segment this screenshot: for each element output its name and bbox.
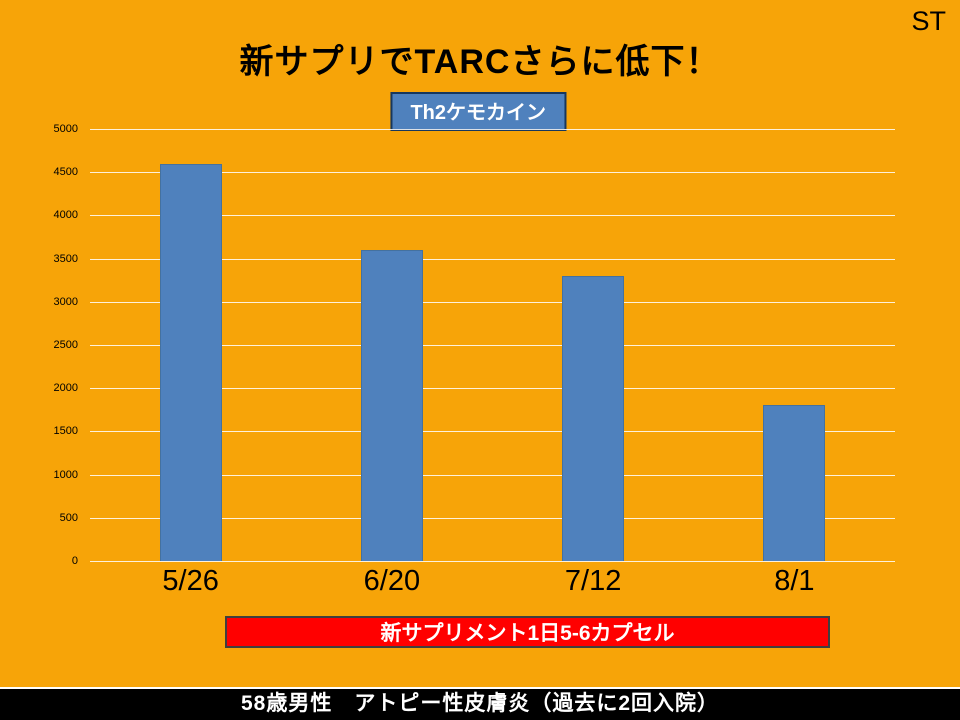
y-tick-label: 0 bbox=[71, 555, 78, 567]
gridline bbox=[90, 431, 895, 433]
gridline bbox=[90, 561, 895, 562]
gridline bbox=[90, 388, 895, 390]
y-tick-label: 500 bbox=[59, 511, 78, 524]
footer-bar: 58歳男性 アトピー性皮膚炎（過去に2回入院） bbox=[0, 687, 960, 720]
chart-plot bbox=[90, 129, 895, 562]
y-tick-label: 2500 bbox=[53, 339, 78, 351]
gridline bbox=[90, 258, 895, 260]
chart-x-axis: 5/26 6/20 7/12 8/1 bbox=[90, 565, 895, 598]
banner: 新サプリメント1日5-6カプセル bbox=[225, 616, 830, 648]
y-tick-label: 3000 bbox=[53, 295, 78, 308]
x-tick-label: 8/1 bbox=[774, 565, 815, 597]
chart-bar bbox=[562, 275, 625, 561]
x-tick-label: 5/26 bbox=[162, 565, 219, 597]
gridline bbox=[90, 474, 895, 476]
gridline bbox=[90, 345, 895, 346]
footer-label: 58歳男性 アトピー性皮膚炎（過去に2回入院） bbox=[240, 692, 720, 715]
gridline bbox=[90, 215, 895, 217]
chart-y-axis: 0 500 1000 1500 2000 2500 3000 3500 4000 4500 5000 bbox=[0, 123, 80, 567]
gridline bbox=[90, 172, 895, 174]
y-tick-label: 1500 bbox=[53, 425, 78, 438]
x-tick-label: 7/12 bbox=[564, 565, 622, 597]
slide-title: 新サプリでTARCさらに低下！ bbox=[239, 43, 721, 81]
y-tick-label: 4500 bbox=[53, 166, 78, 179]
gridline bbox=[90, 301, 895, 303]
y-tick-label: 4000 bbox=[53, 209, 78, 222]
y-tick-label: 2000 bbox=[53, 382, 78, 395]
chart-bar bbox=[763, 405, 826, 561]
y-tick-label: 3500 bbox=[53, 252, 78, 265]
chart-bar bbox=[360, 249, 423, 561]
corner-mark: ST bbox=[911, 6, 946, 36]
x-tick-label: 6/20 bbox=[363, 565, 421, 597]
y-tick-label: 5000 bbox=[53, 123, 78, 135]
chart-legend: Th2ケモカイン bbox=[390, 92, 567, 131]
gridline bbox=[90, 129, 895, 130]
chart-bar bbox=[159, 163, 222, 561]
banner-label: 新サプリメント1日5-6カプセル bbox=[380, 622, 675, 645]
gridline bbox=[90, 517, 895, 519]
y-tick-label: 1000 bbox=[53, 468, 78, 481]
